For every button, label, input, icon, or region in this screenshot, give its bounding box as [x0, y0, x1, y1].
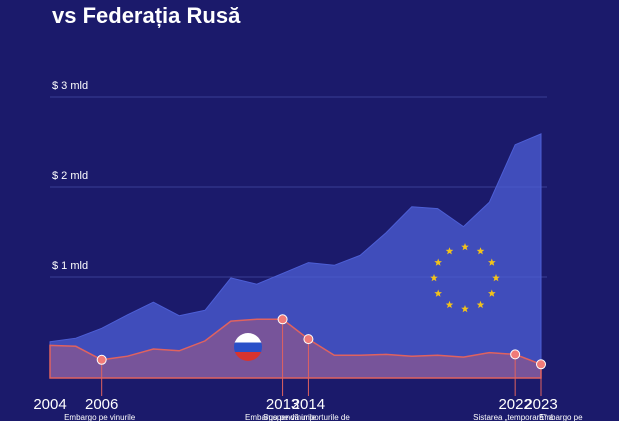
x-tick-label: 2023: [524, 396, 557, 413]
annotation-text: Embargo pe vinurile: [245, 413, 317, 421]
star: [488, 258, 496, 266]
x-tick-label: 2014: [292, 396, 325, 413]
y-tick-label: $ 1 mld: [52, 260, 88, 272]
y-tick-label: $ 2 mld: [52, 170, 88, 182]
star: [445, 300, 454, 309]
star: [461, 305, 469, 313]
star: [461, 243, 469, 251]
star: [434, 258, 442, 266]
area: [49, 318, 542, 379]
y-tick-label: $ 3 mld: [52, 80, 88, 92]
x-tick-label: 2006: [85, 396, 118, 413]
star: [430, 274, 438, 282]
ru-flag: [234, 333, 262, 361]
star: [488, 289, 496, 297]
star: [476, 300, 485, 309]
annotation-marker: [96, 354, 107, 365]
annotation-marker: [303, 334, 314, 345]
x-tick-label: 2004: [33, 396, 66, 413]
star: [445, 247, 454, 255]
area: [49, 133, 542, 379]
annotation-text: Sistarea „temporară” a: [473, 413, 554, 421]
x-tick-label: 2013: [266, 396, 299, 413]
annotation-marker: [536, 359, 546, 370]
annotation-text: Suspendă importurile de: [263, 413, 350, 421]
star: [476, 247, 485, 255]
star: [492, 274, 500, 282]
annotation-text: Embargo pe: [539, 413, 583, 421]
eu-flag: [430, 243, 500, 313]
annotation-marker: [510, 349, 521, 360]
x-tick-label: 2022: [498, 396, 531, 413]
annotation-text: Embargo pe vinurile: [64, 413, 136, 421]
annotation-marker: [277, 314, 288, 325]
star: [434, 289, 442, 297]
chart-title: vs Federația Rusă: [52, 3, 241, 28]
